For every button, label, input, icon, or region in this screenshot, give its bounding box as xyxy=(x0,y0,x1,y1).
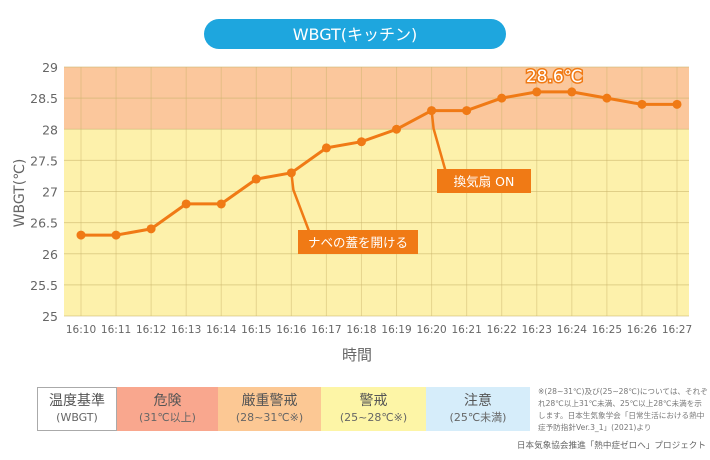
legend-caution-name: 注意 xyxy=(464,393,492,409)
data-point-15 xyxy=(602,93,612,103)
pot-lid-callout: ナベの蓋を開ける xyxy=(308,235,408,250)
fan-on-callout-box xyxy=(437,169,531,193)
pot-lid-callout-box xyxy=(298,230,418,254)
y-tick-0: 25 xyxy=(42,309,58,324)
x-tick-3: 16:13 xyxy=(171,324,201,336)
legend-danger: 危険 (31℃以上) xyxy=(117,387,218,431)
annotations: 28.6℃ ナベの蓋を開ける 換気扇 ON xyxy=(290,66,584,254)
x-tick-1: 16:11 xyxy=(101,324,131,336)
x-tick-13: 16:23 xyxy=(522,324,552,336)
x-tick-12: 16:22 xyxy=(487,324,517,336)
x-tick-2: 16:12 xyxy=(136,324,166,336)
x-tick-10: 16:20 xyxy=(416,324,446,336)
data-point-14 xyxy=(567,87,577,97)
fan-on-callout: 換気扇 ON xyxy=(454,174,515,189)
chart-title-pill xyxy=(204,19,506,49)
y-tick-5: 27.5 xyxy=(30,153,58,168)
credit: 日本気象協会推進「熱中症ゼロへ」プロジェクト xyxy=(516,441,706,451)
y-axis-label: WBGT(℃) xyxy=(12,159,28,228)
data-point-16 xyxy=(637,99,647,109)
x-tick-11: 16:21 xyxy=(452,324,482,336)
x-tick-4: 16:14 xyxy=(206,324,237,336)
chart-title: WBGT(キッチン) xyxy=(293,25,418,44)
data-point-1 xyxy=(111,230,121,240)
y-tick-7: 28.5 xyxy=(30,91,58,106)
x-tick-14: 16:24 xyxy=(557,324,588,336)
x-tick-16: 16:26 xyxy=(627,324,658,336)
x-tick-15: 16:25 xyxy=(592,324,622,336)
x-tick-0: 16:10 xyxy=(66,324,96,336)
wbgt-series xyxy=(76,87,682,240)
x-tick-7: 16:17 xyxy=(311,324,341,336)
data-point-0 xyxy=(76,230,86,240)
x-tick-9: 16:19 xyxy=(381,324,411,336)
y-tick-4: 27 xyxy=(42,185,58,200)
data-point-17 xyxy=(672,99,682,109)
data-point-2 xyxy=(146,224,156,234)
legend-warning-name: 警戒 xyxy=(359,393,388,409)
footnote: ※(28~31℃)及び(25~28℃)については、それぞれ28℃以上31℃未満、… xyxy=(538,387,708,432)
data-point-7 xyxy=(321,143,331,153)
data-point-11 xyxy=(462,106,472,116)
x-tick-5: 16:15 xyxy=(241,324,271,336)
legend-severe-warning-name: 厳重警戒 xyxy=(241,393,298,409)
legend-header-name: 温度基準 xyxy=(49,393,105,409)
peak-value-label: 28.6℃ xyxy=(526,67,583,87)
legend-header-range: (WBGT) xyxy=(56,411,98,424)
legend-caution-range: (25℃未満) xyxy=(449,411,507,424)
data-point-5 xyxy=(251,174,261,184)
data-point-8 xyxy=(356,137,366,147)
y-tick-1: 25.5 xyxy=(30,278,58,293)
y-tick-3: 26.5 xyxy=(30,216,58,231)
wbgt-line-chart: WBGT(キッチン) 25 25.5 26 26.5 27 27.5 28 28.5 29 16… xyxy=(12,19,692,364)
legend-severe-warning: 厳重警戒 (28~31℃※) xyxy=(218,387,321,431)
legend-danger-name: 危険 xyxy=(153,393,182,409)
data-point-12 xyxy=(497,93,507,103)
legend-warning: 警戒 (25~28℃※) xyxy=(321,387,426,431)
legend-danger-range: (31℃以上) xyxy=(139,411,196,424)
series-line-0 xyxy=(81,90,677,237)
data-point-3 xyxy=(181,199,191,209)
x-tick-17: 16:27 xyxy=(662,324,692,336)
x-tick-8: 16:18 xyxy=(346,324,376,336)
legend-severe-warning-range: (28~31℃※) xyxy=(235,411,304,424)
y-tick-labels: 25 25.5 26 26.5 27 27.5 28 28.5 29 xyxy=(30,60,58,324)
pot-lid-leader xyxy=(290,172,311,233)
x-axis-label: 時間 xyxy=(342,346,372,364)
data-point-4 xyxy=(216,199,226,209)
y-tick-2: 26 xyxy=(42,247,58,262)
legend-caution: 注意 (25℃未満) xyxy=(426,387,530,431)
legend-warning-range: (25~28℃※) xyxy=(339,411,408,424)
data-point-9 xyxy=(392,124,402,134)
x-tick-labels: 16:10 16:11 16:12 16:13 16:14 16:15 16:16 16:17… xyxy=(66,324,692,336)
y-tick-8: 29 xyxy=(42,60,58,75)
y-tick-6: 28 xyxy=(42,122,58,137)
x-tick-6: 16:16 xyxy=(276,324,307,336)
fan-on-leader xyxy=(430,110,447,172)
legend-header: 温度基準 (WBGT) xyxy=(37,387,117,431)
data-point-13 xyxy=(532,87,542,97)
